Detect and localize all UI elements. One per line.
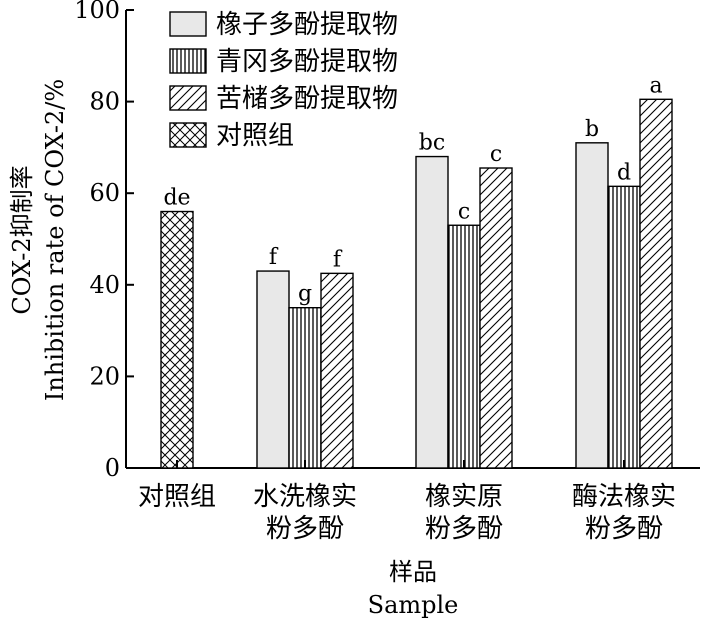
significance-label: de [163,186,190,211]
y-tick-label: 100 [74,0,120,24]
bar-2-2 [479,167,513,469]
legend-label: 橡子多酚提取物 [216,10,398,40]
y-tick-label: 20 [89,362,120,390]
x-category-label: 粉多酚 [266,514,344,544]
y-tick-label: 0 [105,454,120,482]
x-category-label: 对照组 [138,482,216,512]
x-category-label: 水洗橡实 [253,482,357,512]
significance-label: a [649,73,662,98]
legend-swatch [169,122,207,148]
significance-label: b [585,117,599,142]
bar-0-0 [160,210,194,469]
significance-label: f [269,245,279,270]
legend-swatch [169,11,207,37]
y-tick-label: 80 [89,88,120,116]
x-category-label: 酶法橡实 [572,482,676,512]
significance-label: f [333,247,343,272]
legend-swatch [169,48,207,74]
bar-2-1 [447,224,481,469]
significance-label: bc [419,131,445,156]
bar-1-0 [256,270,290,469]
bar-3-0 [575,142,609,469]
bar-1-2 [320,272,354,469]
y-axis-title-en: Inhibition rate of COX-2/% [41,79,69,401]
bar-1-1 [288,307,322,469]
y-tick-label: 60 [89,179,120,207]
bar-3-1 [607,185,641,469]
x-category-label: 粉多酚 [585,514,663,544]
significance-label: g [298,282,312,307]
y-tick-label: 40 [89,271,120,299]
x-axis-title-cn: 样品 [389,558,437,586]
legend-label: 苦槠多酚提取物 [216,84,398,114]
x-category-label: 橡实原 [425,482,503,512]
significance-label: c [458,199,470,224]
bar-2-0 [415,155,449,469]
legend-label: 青冈多酚提取物 [216,47,398,77]
legend-label: 对照组 [216,121,294,151]
significance-label: d [617,160,631,185]
y-axis-title-cn: COX-2抑制率 [8,165,36,314]
significance-label: c [490,142,502,167]
x-category-label: 粉多酚 [425,514,503,544]
bar-3-2 [639,98,673,469]
legend-swatch [169,85,207,111]
x-axis-title-en: Sample [368,591,459,619]
